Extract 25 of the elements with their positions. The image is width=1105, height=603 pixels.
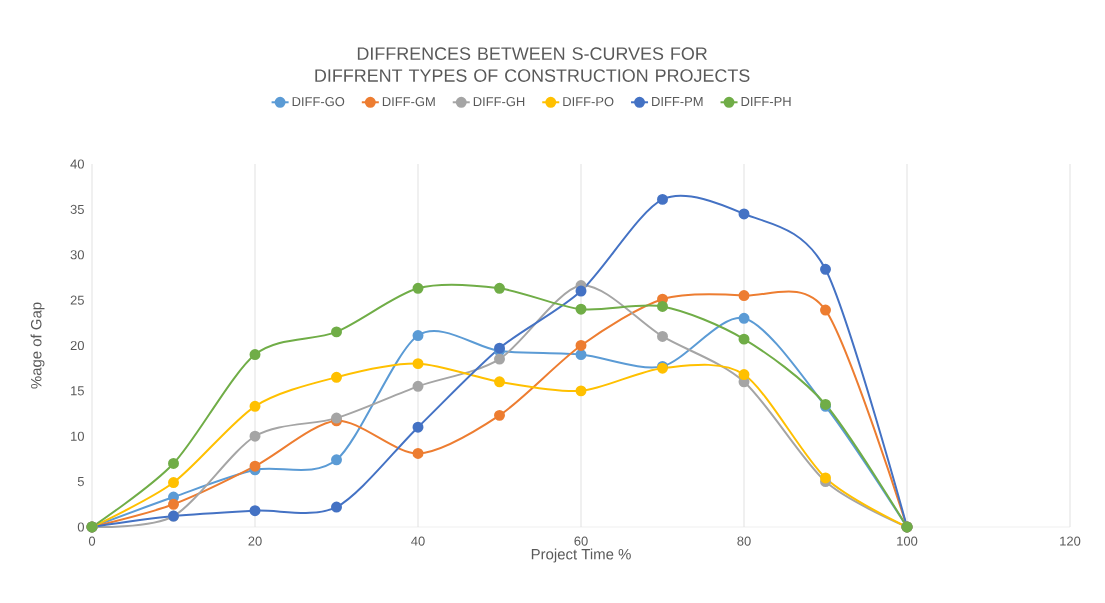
- y-tick-label: 20: [70, 340, 84, 351]
- legend-label: DIFF-GO: [292, 97, 345, 107]
- y-tick-label: 15: [71, 386, 84, 396]
- y-tick-label: 40: [70, 159, 84, 169]
- y-tick-label: 30: [70, 250, 84, 260]
- legend-label: DIFF-GH: [473, 97, 525, 107]
- x-tick-label: 100: [897, 536, 918, 546]
- y-tick-label: 5: [77, 477, 84, 487]
- y-tick-label: 10: [71, 431, 84, 441]
- y-tick-label: 0: [77, 522, 84, 532]
- x-tick-label: 0: [88, 536, 96, 546]
- y-tick-label: 25: [70, 295, 84, 305]
- legend-label: DIFF-PO: [563, 97, 614, 107]
- chart-title: DIFFRENCES BETWEEN S-CURVES FOR DIFFRENT TYPES OF CONSTRUCTION PROJECTS: [315, 47, 750, 82]
- x-tick-label: 80: [737, 536, 751, 546]
- legend-label: DIFF-PM: [652, 97, 703, 106]
- legend-label: DIFF-PH: [741, 97, 791, 106]
- x-tick-label: 20: [248, 536, 262, 546]
- x-tick-label: 120: [1060, 536, 1081, 546]
- y-axis-title: %age of Gap: [30, 302, 45, 389]
- legend-label: DIFF-GM: [382, 97, 435, 107]
- y-tick-label: 35: [70, 204, 84, 214]
- x-tick-label: 40: [411, 536, 425, 546]
- x-axis-title: Project Time %: [531, 548, 631, 563]
- x-tick-label: 60: [574, 536, 588, 546]
